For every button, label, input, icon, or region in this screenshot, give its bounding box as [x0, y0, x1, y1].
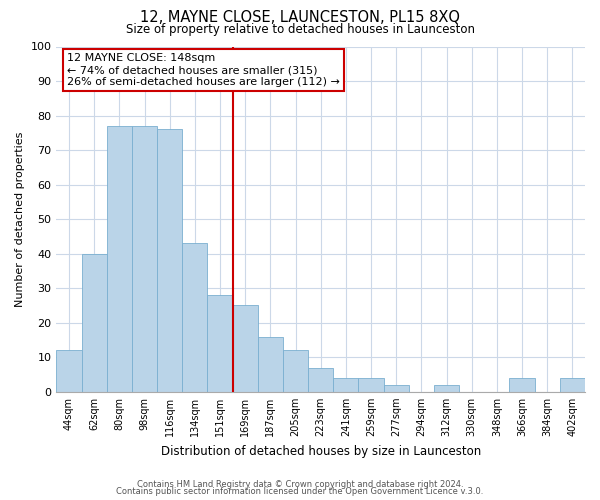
Text: Contains HM Land Registry data © Crown copyright and database right 2024.: Contains HM Land Registry data © Crown c… [137, 480, 463, 489]
Bar [358, 378, 383, 392]
Text: 12 MAYNE CLOSE: 148sqm
← 74% of detached houses are smaller (315)
26% of semi-de: 12 MAYNE CLOSE: 148sqm ← 74% of detached… [67, 54, 340, 86]
Bar [283, 350, 308, 392]
Bar [182, 244, 208, 392]
Text: Contains public sector information licensed under the Open Government Licence v.: Contains public sector information licen… [116, 487, 484, 496]
X-axis label: Distribution of detached houses by size in Launceston: Distribution of detached houses by size … [161, 444, 481, 458]
Y-axis label: Number of detached properties: Number of detached properties [15, 132, 25, 307]
Bar [132, 126, 157, 392]
Text: 12, MAYNE CLOSE, LAUNCESTON, PL15 8XQ: 12, MAYNE CLOSE, LAUNCESTON, PL15 8XQ [140, 10, 460, 25]
Bar [107, 126, 132, 392]
Bar [383, 385, 409, 392]
Bar [233, 306, 258, 392]
Text: Size of property relative to detached houses in Launceston: Size of property relative to detached ho… [125, 22, 475, 36]
Bar [509, 378, 535, 392]
Bar [56, 350, 82, 392]
Bar [82, 254, 107, 392]
Bar [258, 336, 283, 392]
Bar [560, 378, 585, 392]
Bar [333, 378, 358, 392]
Bar [157, 130, 182, 392]
Bar [208, 295, 233, 392]
Bar [308, 368, 333, 392]
Bar [434, 385, 459, 392]
